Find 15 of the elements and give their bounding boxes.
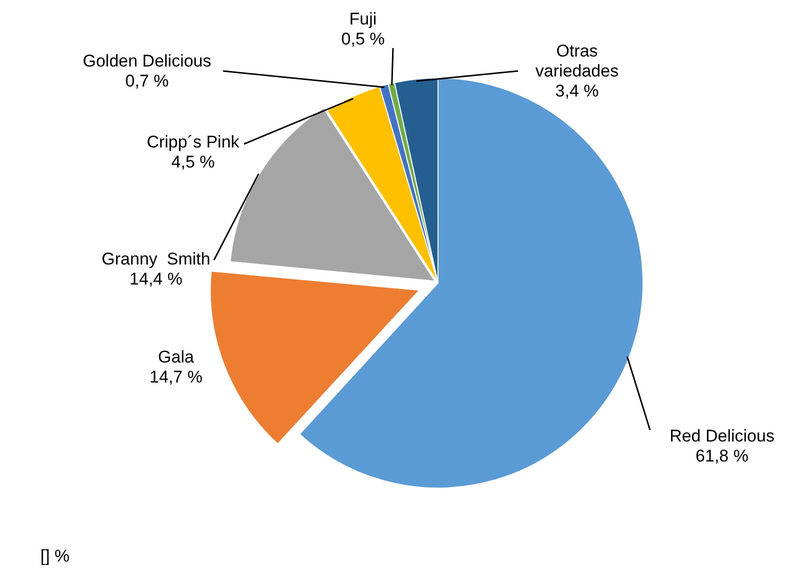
slice-label: Golden Delicious <box>82 52 212 71</box>
data-label: 14,4 % <box>130 270 182 289</box>
slice-label: Granny Smith <box>102 250 210 269</box>
data-label: 0,5 % <box>341 30 385 49</box>
slice-label: Otras variedades <box>535 42 619 81</box>
slice-label: Fuji <box>349 10 377 29</box>
data-label: 4,5 % <box>171 152 215 172</box>
data-label: 3,4 % <box>555 82 599 101</box>
data-label: 0,7 % <box>125 72 169 91</box>
data-label: 61,8 % <box>696 446 748 466</box>
text: [] % <box>40 546 70 566</box>
slice-label: Gala <box>158 348 194 367</box>
slice-label: Red Delicious <box>670 426 774 446</box>
slice-label: Cripp´s Pink <box>146 132 240 152</box>
data-label: 14,7 % <box>150 368 202 387</box>
